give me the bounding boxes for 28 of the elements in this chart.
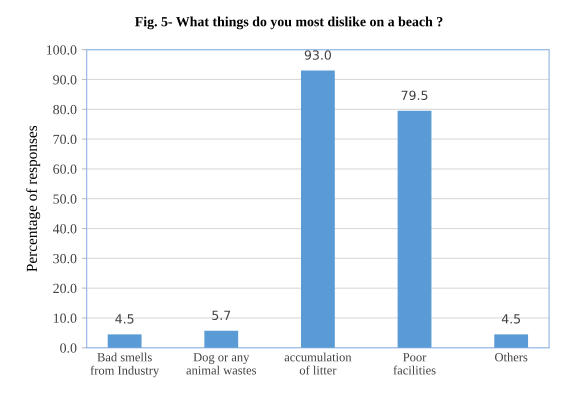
y-tick-label: 40.0 — [52, 224, 76, 234]
y-tick-label: 70.0 — [54, 134, 76, 144]
y-tick-label: 50.0 — [53, 194, 76, 204]
x-tick-label: Others — [495, 352, 528, 362]
y-tick-label: 90.0 — [53, 75, 76, 85]
y-tick-label: 80.0 — [53, 104, 76, 114]
data-label: 5.7 — [212, 310, 230, 320]
bar — [108, 334, 142, 348]
y-tick-label: 20.0 — [53, 284, 76, 294]
data-label: 4.5 — [115, 314, 134, 324]
bar — [204, 330, 238, 348]
data-label: 93.0 — [304, 50, 331, 60]
chart-title: Fig. 5- What things do you most dislike on a beach ? — [135, 16, 442, 30]
bar — [494, 334, 528, 348]
x-tick-label: Bad smells from Industry — [90, 352, 160, 378]
y-tick-label: 60.0 — [53, 164, 76, 174]
bar — [300, 70, 335, 348]
bar — [398, 110, 432, 348]
y-tick-label: 0.0 — [60, 343, 76, 353]
x-tick-label: Dog or any animal wastes — [186, 353, 256, 374]
y-axis-title: Percentage of responses — [26, 126, 40, 272]
x-tick-label: accumulation of litter — [284, 352, 352, 374]
x-tick-label: Poor facilities — [393, 353, 436, 374]
y-tick-label: 10.0 — [54, 314, 76, 323]
data-label: 4.5 — [502, 314, 520, 324]
y-tick-label: 30.0 — [53, 254, 76, 264]
data-label: 79.5 — [402, 90, 428, 100]
y-tick-label: 100.0 — [46, 45, 76, 55]
